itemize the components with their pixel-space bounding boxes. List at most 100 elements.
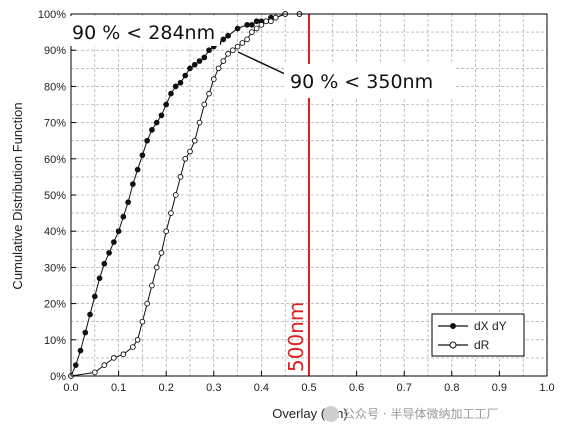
data-point-dr xyxy=(229,47,236,54)
data-point-dx-dy xyxy=(225,32,231,39)
data-point-dx-dy xyxy=(168,90,174,97)
data-point-dx-dy xyxy=(96,275,103,282)
plot-frame xyxy=(70,13,548,377)
data-point-dx-dy xyxy=(149,126,155,133)
data-point-dr xyxy=(268,18,274,25)
data-point-dx-dy xyxy=(144,137,151,144)
x-tick-label: 0.7 xyxy=(397,382,412,394)
data-point-dx-dy xyxy=(201,54,208,61)
y-tick-label: 20% xyxy=(44,299,66,311)
data-point-dx-dy xyxy=(125,199,131,206)
annotation-2-pointer xyxy=(237,51,286,75)
data-point-dx-dy xyxy=(106,250,112,256)
data-point-dr xyxy=(253,25,260,32)
y-tick-label: 90% xyxy=(44,45,66,57)
data-point-dx-dy xyxy=(177,79,184,86)
data-point-dx-dy xyxy=(153,119,160,126)
x-tick-label: 0.3 xyxy=(206,382,221,394)
legend: dX dY dR xyxy=(431,313,525,357)
x-tick-label: 0.2 xyxy=(159,382,174,394)
legend-marker-dxdy xyxy=(450,323,456,329)
data-point-dr xyxy=(130,344,136,350)
reference-line-label: 500nm xyxy=(284,302,308,372)
y-tick-label: 0% xyxy=(50,371,66,383)
data-point-dr xyxy=(101,362,108,368)
series-line-dr xyxy=(70,13,300,377)
data-point-dx-dy xyxy=(187,65,193,72)
data-point-dr xyxy=(153,264,160,271)
data-point-dr xyxy=(191,137,198,144)
data-point-dr xyxy=(234,43,241,50)
watermark-text: 公众号 · 半导体微纳加工工厂 xyxy=(343,407,498,421)
data-point-dr xyxy=(182,155,189,162)
legend-marker-dr xyxy=(449,341,457,349)
data-point-dr xyxy=(263,18,270,25)
y-tick-label: 80% xyxy=(44,81,66,93)
data-point-dx-dy xyxy=(253,18,260,25)
annotation-2-bg xyxy=(284,64,454,98)
data-point-dr xyxy=(196,119,203,126)
x-tick-label: 0.9 xyxy=(492,382,507,394)
annotation-1-bg xyxy=(68,16,220,46)
data-point-dr xyxy=(215,65,222,72)
data-point-dx-dy xyxy=(120,213,127,220)
x-tick-label: 0.4 xyxy=(254,382,269,394)
data-point-dr xyxy=(225,50,231,57)
y-tick-label: 70% xyxy=(44,118,66,130)
y-tick-label: 50% xyxy=(44,190,66,202)
y-tick-label: 100% xyxy=(38,9,66,21)
data-point-dx-dy xyxy=(82,329,89,336)
data-point-dr xyxy=(244,36,250,43)
y-axis-title: Cumulative Distribution Function xyxy=(10,102,25,289)
data-point-dr xyxy=(120,351,127,358)
data-point-dx-dy xyxy=(249,22,255,28)
legend-label-dr: dR xyxy=(474,338,490,352)
data-point-dr xyxy=(110,355,117,361)
data-point-dr xyxy=(187,148,193,155)
data-point-dx-dy xyxy=(130,181,136,187)
x-tick-label: 0.6 xyxy=(349,382,364,394)
data-point-dx-dy xyxy=(72,362,79,368)
data-point-dx-dy xyxy=(206,47,212,54)
data-point-dr xyxy=(206,90,212,97)
data-point-dx-dy xyxy=(115,228,122,235)
legend-label-dxdy: dX dY xyxy=(474,319,507,333)
data-point-dr xyxy=(201,101,208,108)
data-point-dr xyxy=(134,336,141,343)
data-point-dr xyxy=(168,210,174,216)
data-point-dr xyxy=(249,29,255,35)
annotation-90pct-dxdy: 90 % < 284nm xyxy=(72,22,215,44)
data-point-dr xyxy=(172,192,179,198)
data-point-dr xyxy=(258,22,265,28)
wechat-logo-icon xyxy=(323,406,339,422)
y-tick-label: 40% xyxy=(44,226,66,238)
y-tick-label: 30% xyxy=(44,262,66,274)
x-tick-label: 0.5 xyxy=(301,382,316,394)
y-tick-label: 60% xyxy=(44,154,66,166)
data-point-dx-dy xyxy=(191,61,198,68)
data-point-dr xyxy=(91,369,98,376)
data-point-dx-dy xyxy=(110,239,117,245)
data-point-dx-dy xyxy=(91,293,98,300)
data-point-dr xyxy=(272,14,279,21)
x-tick-label: 0.8 xyxy=(444,382,459,394)
x-axis-ticks: 0.0 0.1 0.2 0.3 0.4 0.5 0.6 0.7 0.8 0.9 1.0 xyxy=(63,371,555,394)
data-point-dx-dy xyxy=(220,36,227,43)
y-axis-ticks: 0% 10% 20% 30% 40% 50% 60% 70% 80% 90% 100% xyxy=(38,9,76,383)
data-point-dr xyxy=(220,58,227,64)
legend-box xyxy=(431,313,525,357)
data-point-dr xyxy=(144,300,151,307)
data-point-dx-dy xyxy=(182,72,189,79)
data-point-dx-dy xyxy=(234,25,241,32)
x-tick-label: 1.0 xyxy=(539,382,554,394)
series-layer xyxy=(68,11,303,379)
data-point-dx-dy xyxy=(101,260,108,267)
data-point-dx-dy xyxy=(196,58,203,64)
data-point-dx-dy xyxy=(158,112,165,119)
x-tick-label: 0.0 xyxy=(63,382,78,394)
data-point-dr xyxy=(149,282,155,289)
y-tick-label: 10% xyxy=(44,335,66,347)
annotation-90pct-dr: 90 % < 350nm xyxy=(290,71,433,93)
data-point-dr xyxy=(139,318,146,325)
